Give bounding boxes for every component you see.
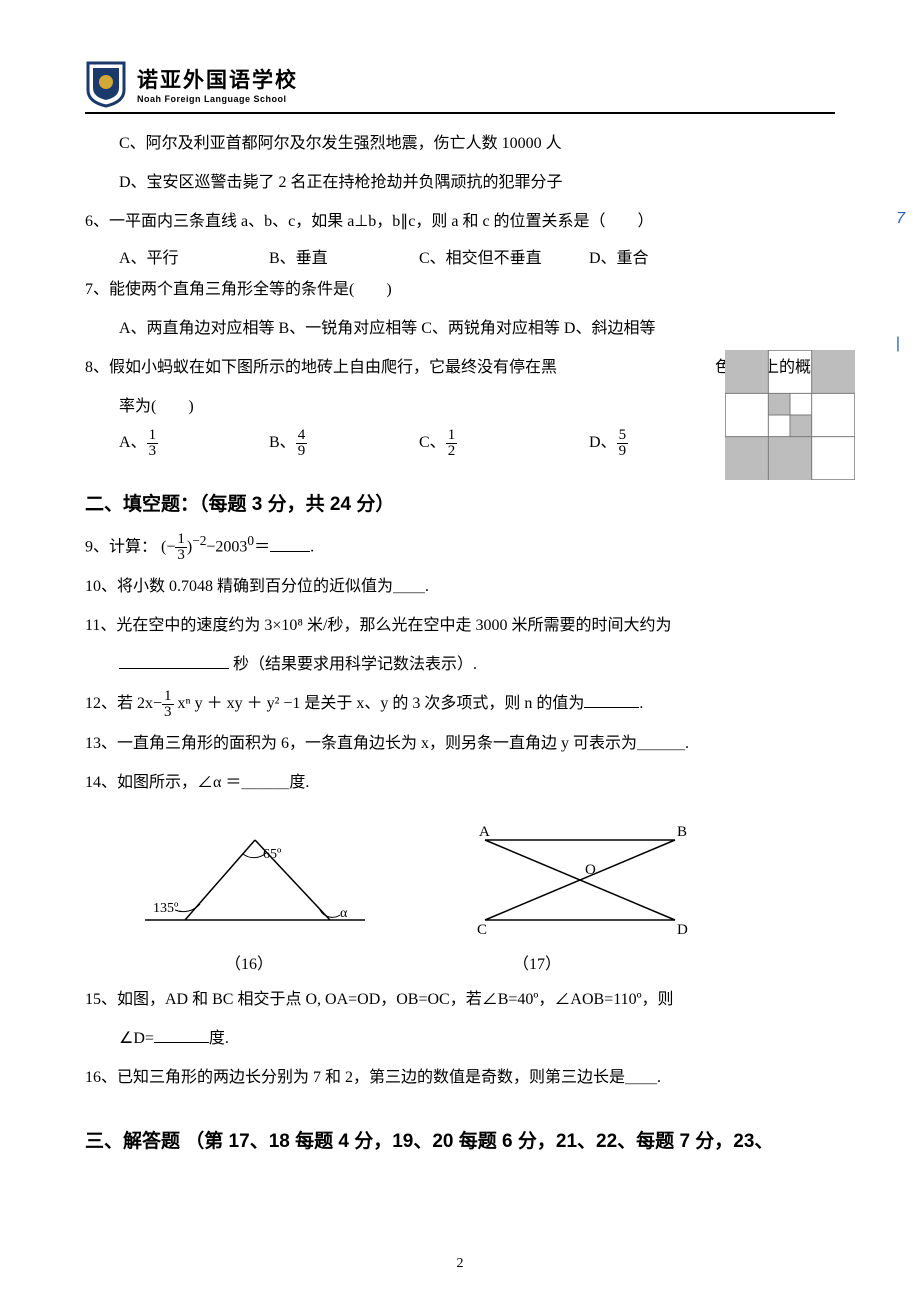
q5-option-d: D、宝安区巡警击毙了 2 名正在持枪抢劫并负隅顽抗的犯罪分子 xyxy=(85,165,835,200)
q15-l2-prefix: ∠D= xyxy=(119,1030,154,1047)
q8-option-a: A、13 xyxy=(119,428,269,459)
tile-grid-figure xyxy=(725,350,855,480)
fig16-label-65: 65º xyxy=(263,847,282,862)
q8-d-den: 9 xyxy=(617,444,629,459)
figures-row: 135º 65º α A B C D O xyxy=(135,820,835,940)
fig16-label-alpha: α xyxy=(340,906,348,921)
annotation-mark-2: | xyxy=(896,335,900,353)
school-name-en: Noah Foreign Language School xyxy=(137,94,298,104)
q11-line1: 11、光在空中的速度约为 3×10⁸ 米/秒，那么光在空中走 3000 米所需要… xyxy=(85,608,835,643)
q6-stem: 6、一平面内三条直线 a、b、c，如果 a⊥b，b∥c，则 a 和 c 的位置关… xyxy=(85,204,835,239)
q8-stem-line2: 率为( ) xyxy=(85,389,835,424)
q12-prefix: 12、若 2x− xyxy=(85,695,162,712)
q8-b-prefix: B、 xyxy=(269,434,296,451)
q8-a-den: 3 xyxy=(147,444,159,459)
q13: 13、一直角三角形的面积为 6，一条直角边长为 x，则另条一直角边 y 可表示为… xyxy=(85,726,835,761)
figure-captions: （16） （17） xyxy=(85,950,835,974)
q15-line2: ∠D= 度. xyxy=(85,1021,835,1056)
fig17-D: D xyxy=(677,922,688,938)
q6-option-b: B、垂直 xyxy=(269,244,419,268)
q9-num: 1 xyxy=(175,532,187,548)
school-logo-icon xyxy=(85,60,127,108)
fig16-caption: （16） xyxy=(225,950,273,974)
annotation-mark-1: 7 xyxy=(896,210,905,228)
q8-c-prefix: C、 xyxy=(419,434,446,451)
q6-option-c: C、相交但不垂直 xyxy=(419,244,589,268)
q16: 16、已知三角形的两边长分别为 7 和 2，第三边的数值是奇数，则第三边长是＿＿… xyxy=(85,1060,835,1095)
section3-title: 三、解答题 （第 17、18 每题 4 分，19、20 每题 6 分，21、22… xyxy=(85,1126,835,1153)
q9-eq: ＝ xyxy=(254,539,270,556)
q8-c-den: 2 xyxy=(446,444,458,459)
q6-option-a: A、平行 xyxy=(119,244,269,268)
q10: 10、将小数 0.7048 精确到百分位的近似值为＿＿. xyxy=(85,569,835,604)
q6-option-d: D、重合 xyxy=(589,244,739,268)
page-header: 诺亚外国语学校 Noah Foreign Language School xyxy=(85,60,835,114)
q12-num: 1 xyxy=(162,689,174,705)
q12-mid: xⁿ y ＋ xy ＋ y² −1 是关于 x、y 的 3 次多项式，则 n 的… xyxy=(174,695,585,712)
q8-b-num: 4 xyxy=(296,428,308,444)
q9-prefix: 9、计算： xyxy=(85,539,157,556)
fig17-B: B xyxy=(677,824,687,840)
fig16-label-135: 135º xyxy=(153,901,179,916)
q8-d-num: 5 xyxy=(617,428,629,444)
q7-stem: 7、能使两个直角三角形全等的条件是( ) xyxy=(85,272,835,307)
fig17-O: O xyxy=(585,862,596,878)
q8-c-num: 1 xyxy=(446,428,458,444)
q12: 12、若 2x−13 xⁿ y ＋ xy ＋ y² −1 是关于 x、y 的 3… xyxy=(85,686,835,721)
figure-17: A B C D O xyxy=(465,820,705,940)
q15-line1: 15、如图，AD 和 BC 相交于点 O, OA=OD，OB=OC，若∠B=40… xyxy=(85,982,835,1017)
school-name-cn: 诺亚外国语学校 xyxy=(137,64,298,94)
q6-options: A、平行 B、垂直 C、相交但不垂直 D、重合 xyxy=(85,244,835,268)
q15-l2-suffix: 度. xyxy=(209,1030,229,1047)
q9-open: (− xyxy=(161,539,175,556)
q8-stem-left: 8、假如小蚂蚁在如下图所示的地砖上自由爬行，它最终没有停在黑 xyxy=(85,359,557,376)
q9: 9、计算： (−13)−2−20030＝. xyxy=(85,526,835,565)
q11-blank xyxy=(119,650,229,669)
q8-stem-line1: 8、假如小蚂蚁在如下图所示的地砖上自由爬行，它最终没有停在黑 色方砖上的概 xyxy=(85,350,835,385)
q9-blank xyxy=(270,532,310,551)
q9-minus: −2003 xyxy=(206,539,247,556)
q12-suffix: . xyxy=(639,695,643,712)
q8-option-c: C、12 xyxy=(419,428,589,459)
q8-option-b: B、49 xyxy=(269,428,419,459)
fig17-A: A xyxy=(479,824,490,840)
fig17-caption: （17） xyxy=(513,950,561,974)
q9-den: 3 xyxy=(175,548,187,563)
q5-option-c: C、阿尔及利亚首都阿尔及尔发生强烈地震，伤亡人数 10000 人 xyxy=(85,126,835,161)
q7-options: A、两直角边对应相等 B、一锐角对应相等 C、两锐角对应相等 D、斜边相等 xyxy=(85,311,835,346)
page-number: 2 xyxy=(457,1256,464,1272)
q8-options: A、13 B、49 C、12 D、59 xyxy=(85,428,835,459)
school-name-block: 诺亚外国语学校 Noah Foreign Language School xyxy=(137,64,298,104)
q15-blank xyxy=(154,1024,209,1043)
q12-den: 3 xyxy=(162,705,174,720)
section2-title: 二、填空题：（每题 3 分，共 24 分） xyxy=(85,489,835,516)
q9-suffix: . xyxy=(310,539,314,556)
figure-16: 135º 65º α xyxy=(135,820,375,940)
q8-a-num: 1 xyxy=(147,428,159,444)
q11-l2-text: 秒（结果要求用科学记数法表示）. xyxy=(233,656,477,673)
q8-a-prefix: A、 xyxy=(119,434,147,451)
q9-sup1: −2 xyxy=(192,533,206,548)
q8-block: 8、假如小蚂蚁在如下图所示的地砖上自由爬行，它最终没有停在黑 色方砖上的概 率为… xyxy=(85,350,835,459)
q8-option-d: D、59 xyxy=(589,428,739,459)
q8-b-den: 9 xyxy=(296,444,308,459)
fig17-C: C xyxy=(477,922,487,938)
q14: 14、如图所示，∠α ＝＿＿＿度. xyxy=(85,765,835,800)
q8-d-prefix: D、 xyxy=(589,434,617,451)
q12-blank xyxy=(584,689,639,708)
q11-line2: 秒（结果要求用科学记数法表示）. xyxy=(85,647,835,682)
